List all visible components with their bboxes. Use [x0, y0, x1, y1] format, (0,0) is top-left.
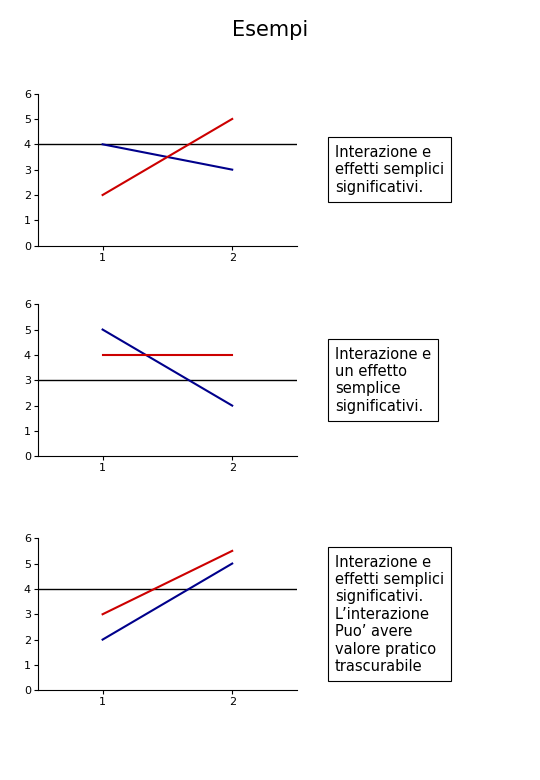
Text: Interazione e
effetti semplici
significativi.
L’interazione
Puo’ avere
valore pr: Interazione e effetti semplici significa…	[335, 555, 444, 674]
Text: Interazione e
effetti semplici
significativi.: Interazione e effetti semplici significa…	[335, 145, 444, 194]
Text: Esempi: Esempi	[232, 20, 308, 40]
Text: Interazione e
un effetto
semplice
significativi.: Interazione e un effetto semplice signif…	[335, 346, 431, 414]
